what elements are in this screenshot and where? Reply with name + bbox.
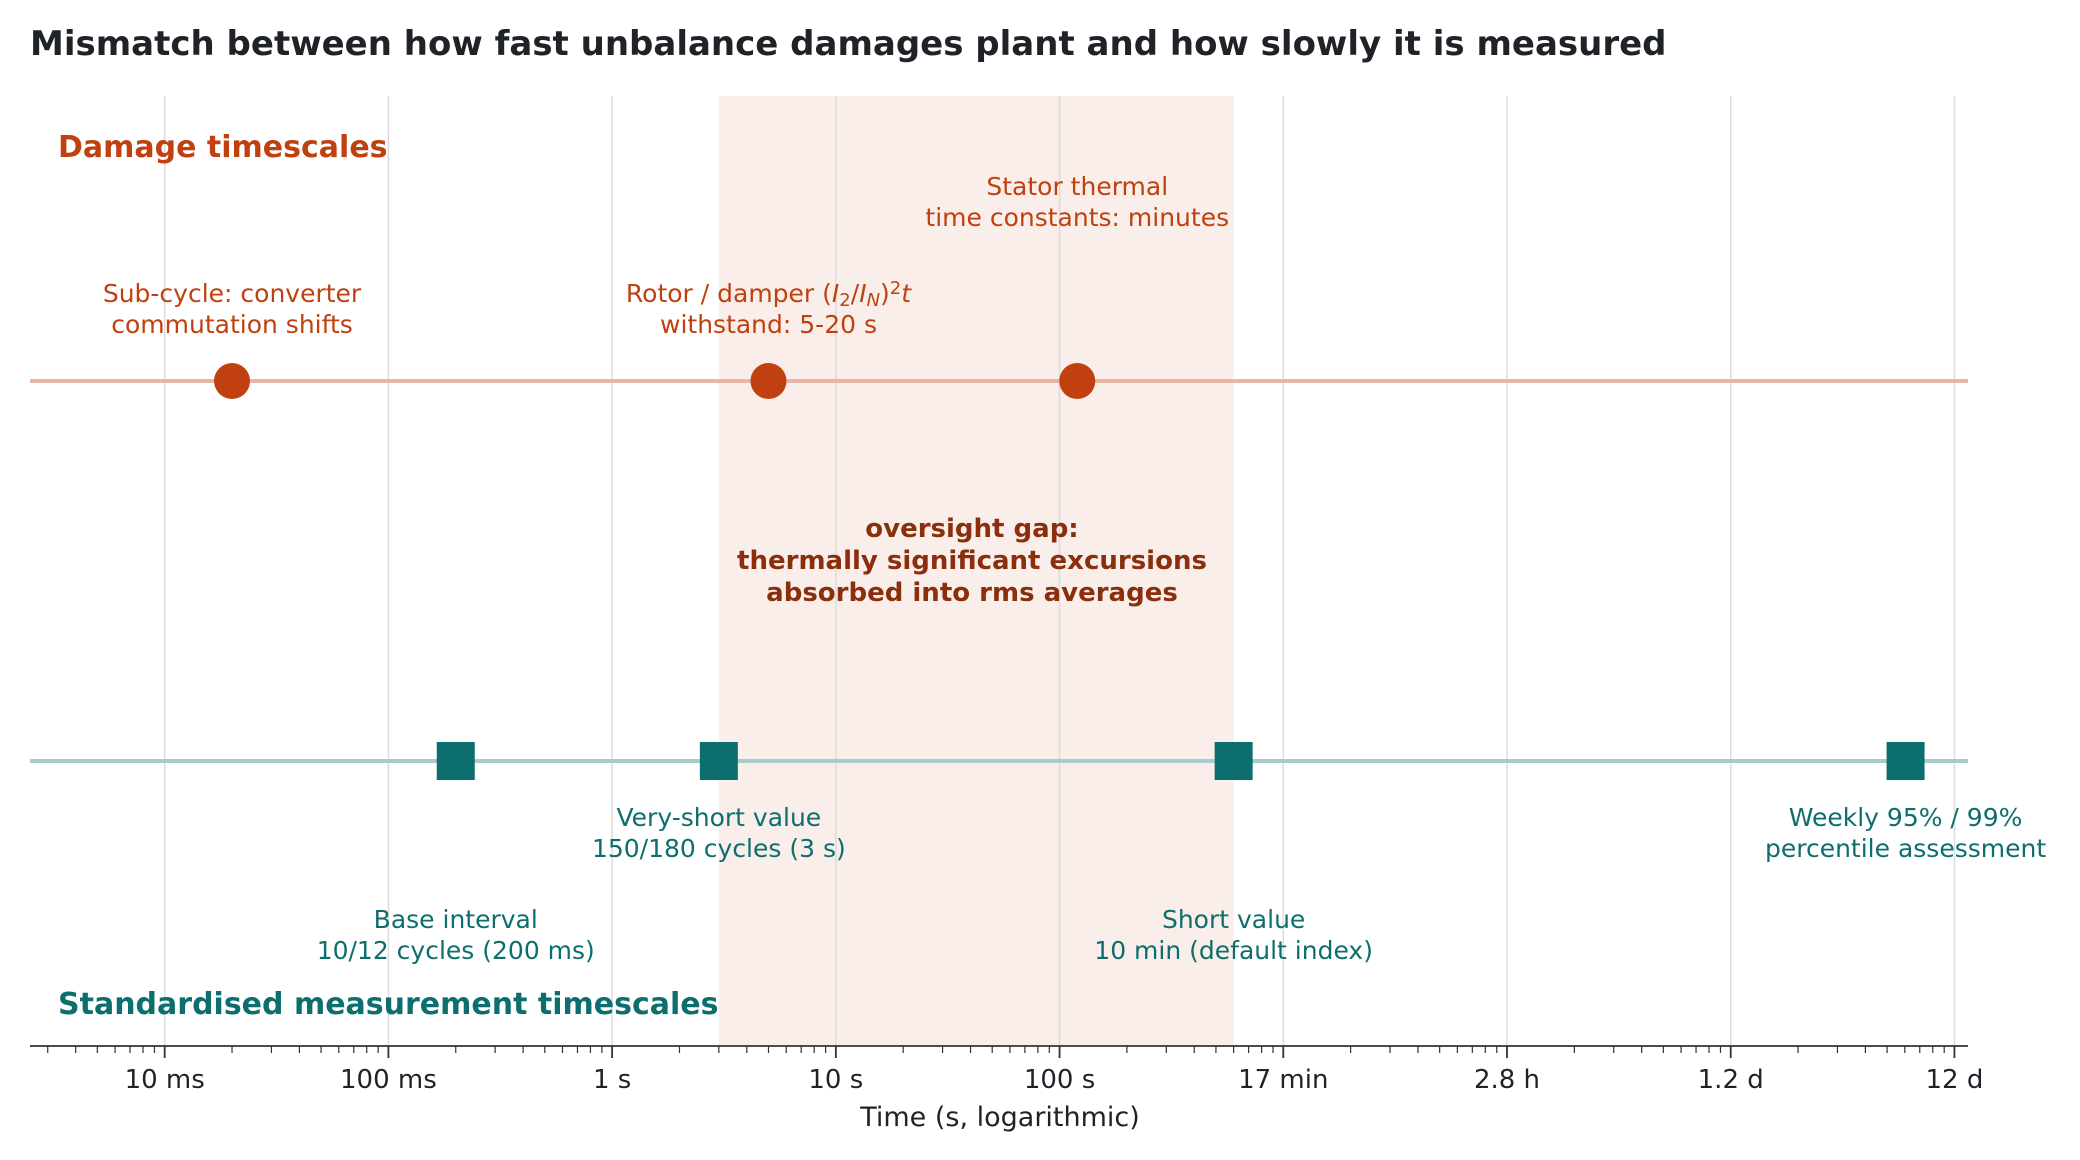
measurement-series-label: Standardised measurement timescales	[58, 987, 719, 1022]
x-axis: 10 ms 100 ms 1 s 10 s 100 s 17 min 2.8 h 1.2 d 1…	[30, 1045, 1983, 1095]
damage-point-label-3-line-2: time constants: minutes	[925, 203, 1229, 232]
x-tick-label-2-8-h: 2.8 h	[1474, 1065, 1540, 1095]
grid-lines	[163, 96, 1956, 1046]
damage-point-label-1-line-2: commutation shifts	[111, 310, 353, 339]
damage-series-label: Damage timescales	[58, 130, 388, 165]
damage-point-label-2-line-1: Rotor / damper (I2/IN)2t	[626, 278, 912, 311]
x-tick-label-10-ms: 10 ms	[125, 1065, 205, 1095]
x-tick-label-100-ms: 100 ms	[340, 1065, 437, 1095]
series-lines	[30, 379, 1968, 763]
chart-title: Mismatch between how fast unbalance dama…	[30, 24, 1667, 64]
x-axis-label: Time (s, logarithmic)	[859, 1102, 1140, 1133]
measurement-point-label-3-line-2: 10 min (default index)	[1094, 936, 1373, 965]
oversight-gap-band	[718, 96, 1234, 1046]
measurement-point-label-2-line-2: 150/180 cycles (3 s)	[592, 834, 846, 863]
damage-point-label-2-line-2: withstand: 5-20 s	[660, 310, 877, 339]
x-tick-label-10-s: 10 s	[808, 1065, 863, 1095]
gap-label-line-3: absorbed into rms averages	[766, 578, 1178, 608]
data-marks	[214, 363, 1925, 780]
measurement-point-label-1-line-1: Base interval	[374, 905, 538, 934]
measurement-point-label-3-line-1: Short value	[1162, 905, 1305, 934]
gap-band-rect	[718, 96, 1234, 1046]
measurement-point-label-2-line-1: Very-short value	[617, 803, 822, 832]
measurement-point-2	[699, 742, 738, 780]
measurement-point-label-1-line-2: 10/12 cycles (200 ms)	[317, 936, 595, 965]
measurement-point-1	[436, 742, 475, 780]
x-tick-label-1-2-d: 1.2 d	[1698, 1065, 1764, 1095]
x-tick-label-17-min: 17 min	[1238, 1065, 1328, 1095]
measurement-point-3	[1214, 742, 1253, 780]
measurement-point-4	[1886, 742, 1925, 780]
measurement-point-label-4-line-1: Weekly 95% / 99%	[1789, 803, 2023, 832]
x-tick-label-1-s: 1 s	[593, 1065, 631, 1095]
damage-point-2	[750, 363, 787, 399]
damage-point-1	[214, 363, 251, 399]
measurement-point-label-4-line-2: percentile assessment	[1765, 834, 2046, 863]
damage-point-label-1-line-1: Sub-cycle: converter	[103, 279, 362, 308]
gap-label-line-1: oversight gap:	[865, 514, 1078, 544]
damage-point-label-3-line-1: Stator thermal	[986, 172, 1168, 201]
gap-label-line-2: thermally significant excursions	[737, 546, 1207, 576]
oversight-gap-label: oversight gap:thermally significant excu…	[737, 514, 1207, 608]
x-tick-label-12-d: 12 d	[1925, 1065, 1983, 1095]
damage-point-3	[1059, 363, 1096, 399]
x-tick-label-100-s: 100 s	[1024, 1065, 1095, 1095]
